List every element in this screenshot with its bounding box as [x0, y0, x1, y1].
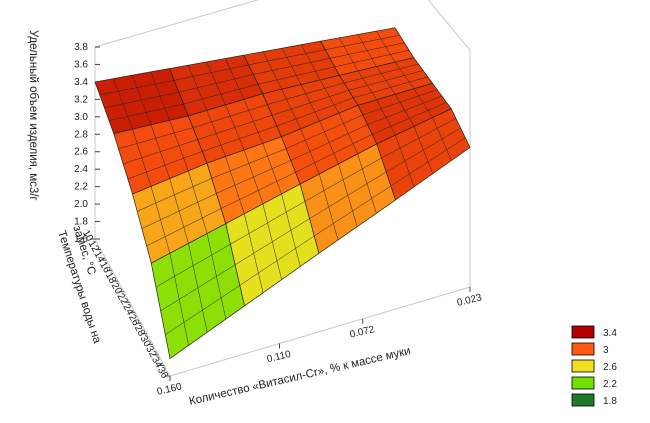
- mesh-line: [262, 143, 282, 195]
- z-tick-label: 3.2: [74, 94, 88, 105]
- mesh-line: [220, 172, 296, 209]
- mesh-line: [314, 185, 391, 237]
- z-tick-label: 1.8: [74, 217, 88, 228]
- y-tick-label: 16: [97, 260, 112, 276]
- y-axis-line: [94, 238, 171, 377]
- mesh-line: [390, 137, 466, 187]
- y-tick-label: 30: [138, 334, 153, 350]
- mesh-line: [206, 233, 227, 320]
- mesh-line: [386, 127, 461, 173]
- mesh-line: [309, 171, 387, 219]
- mesh-line: [109, 103, 184, 121]
- y-tick-label: 26: [126, 313, 141, 329]
- x-tick-label: 0.160: [156, 381, 183, 397]
- y-tick-label: 34: [149, 355, 164, 371]
- z-tick-label: 3.8: [74, 42, 88, 53]
- mesh-line: [301, 44, 321, 81]
- box-frame: [94, 0, 471, 287]
- legend-swatch: [571, 342, 595, 356]
- mesh-line: [338, 113, 358, 155]
- z-tick-label: 2.6: [74, 147, 88, 158]
- mesh-line: [183, 83, 259, 105]
- mesh-line: [295, 134, 373, 173]
- legend-label: 1.8: [603, 396, 617, 407]
- mesh-line: [146, 208, 222, 247]
- mesh-line: [372, 102, 447, 135]
- mesh-line: [253, 58, 330, 75]
- y-tick-label: 10: [80, 228, 95, 244]
- y-tick-label: 12: [86, 239, 101, 255]
- mesh-line: [271, 90, 349, 116]
- mesh-line: [319, 79, 340, 114]
- mesh-line: [123, 139, 198, 165]
- mesh-line: [216, 160, 291, 194]
- y-tick-label: 36: [155, 365, 170, 381]
- mesh-line: [169, 120, 189, 172]
- z-tick-label: 2.2: [74, 182, 88, 193]
- mesh-line: [150, 71, 170, 121]
- z-tick-label: 2.4: [74, 164, 88, 175]
- z-tick-label: 1.6: [74, 234, 88, 245]
- y-tick-label: 24: [120, 302, 135, 318]
- mesh-line: [394, 61, 415, 89]
- z-axis-title: Удельный объем изделия, мс3/г: [27, 30, 39, 201]
- mesh-line: [413, 88, 433, 118]
- legend-label: 3.4: [603, 328, 617, 339]
- y-tick-label: 22: [114, 292, 129, 308]
- mesh-line: [290, 124, 368, 161]
- mesh-line: [160, 264, 236, 312]
- y-tick-label: 18: [103, 271, 118, 287]
- legend-swatch: [571, 325, 595, 339]
- x-tick-label: 0.110: [266, 349, 293, 365]
- x-axis-title: Количество «Витасил-Cr», % к массе муки: [188, 345, 412, 408]
- y-tick-label: 14: [91, 249, 106, 265]
- surface-cell: [150, 223, 245, 360]
- mesh-line: [257, 66, 335, 85]
- mesh-line: [239, 235, 315, 286]
- mesh-line: [243, 99, 264, 144]
- legend-label: 2.2: [603, 379, 617, 390]
- z-tick-label: 3.6: [74, 59, 88, 70]
- x-tick-label: 0.023: [456, 292, 483, 308]
- mesh-line: [334, 49, 410, 68]
- z-tick-label: 2.8: [74, 129, 88, 140]
- mesh-line: [432, 117, 452, 161]
- legend-swatch: [571, 376, 595, 390]
- legend-label: 3: [603, 345, 609, 356]
- mesh-line: [376, 31, 396, 63]
- mesh-line: [188, 170, 208, 234]
- mesh-line: [276, 97, 354, 127]
- legend-swatch: [571, 393, 595, 407]
- mesh-line: [104, 91, 179, 109]
- mesh-line: [329, 42, 405, 59]
- x-axis-line: [169, 286, 471, 377]
- legend-label: 2.6: [603, 362, 617, 373]
- mesh-line: [197, 115, 273, 140]
- y-tick-label: 28: [132, 323, 147, 339]
- mesh-line: [178, 74, 254, 93]
- mesh-line: [353, 76, 428, 99]
- mesh-line: [234, 218, 310, 265]
- z-tick-label: 3.0: [74, 112, 88, 123]
- x-tick-label: 0.072: [349, 324, 376, 340]
- mesh-line: [165, 285, 240, 335]
- mesh-line: [225, 58, 245, 100]
- mesh-line: [357, 153, 377, 214]
- mesh-line: [141, 193, 217, 229]
- spacer: [0, 0, 1, 1]
- mesh-line: [348, 70, 424, 91]
- mesh-line: [367, 95, 442, 125]
- y-tick-label: 20: [109, 281, 124, 297]
- z-tick-label: 3.4: [74, 77, 88, 88]
- mesh-line: [281, 193, 301, 267]
- mesh-line: [127, 151, 203, 180]
- z-tick-label: 2.0: [74, 199, 88, 210]
- legend-swatch: [571, 359, 595, 373]
- y-tick-label: 32: [143, 344, 158, 360]
- mesh-line: [202, 125, 277, 152]
